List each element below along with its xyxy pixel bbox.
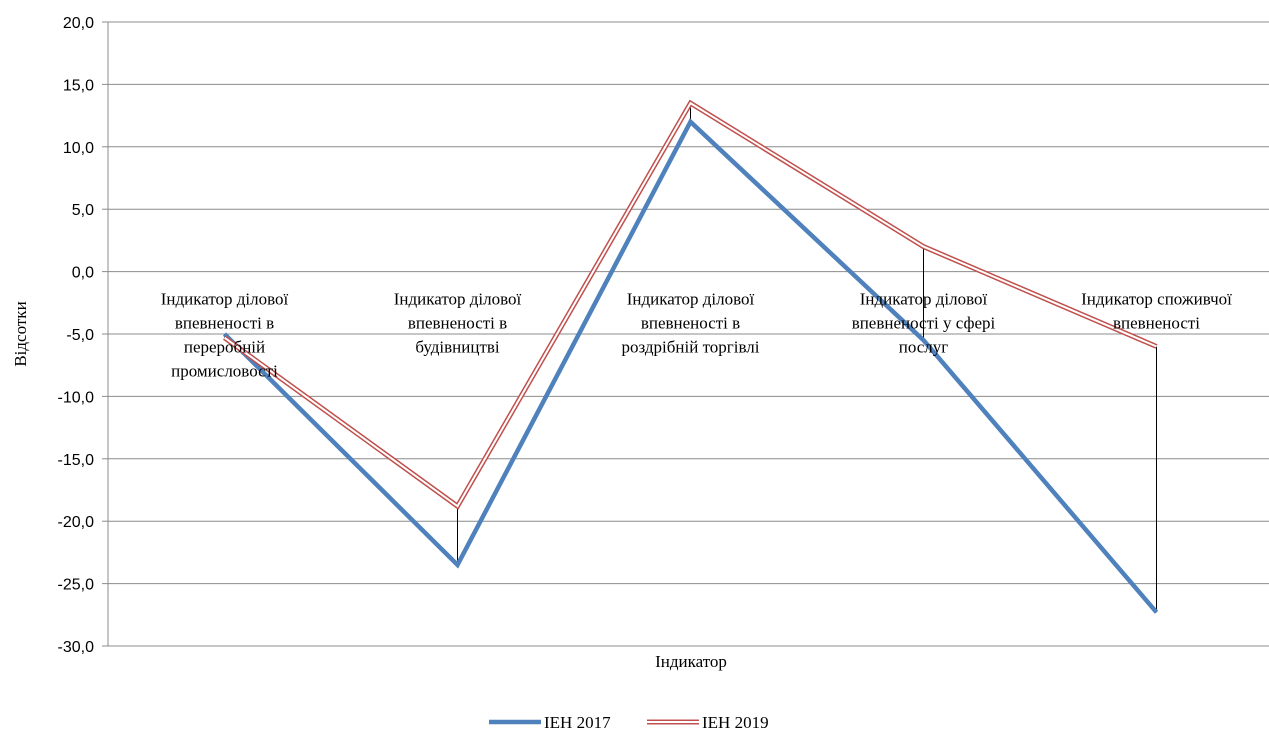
legend: IЕН 2017 IЕН 2019 (489, 713, 769, 732)
high-low-lines (224, 103, 1157, 613)
y-tick-label: -25,0 (58, 577, 95, 594)
y-tick-label: -30,0 (58, 639, 95, 656)
x-axis-title: Індикатор (655, 652, 727, 671)
gridlines (102, 21, 1269, 647)
y-tick-label: 0,0 (72, 265, 94, 282)
y-tick-label: 15,0 (63, 77, 94, 94)
category-labels: Індикатор ділової впевненості в переробній… (161, 290, 1232, 381)
y-tick-label: 10,0 (63, 140, 94, 157)
category-label: Індикатор ділової впевненості в роздрібній… (621, 290, 759, 357)
y-axis-title: Відсотки (11, 301, 30, 366)
series-line-ien-2019-inner (223, 101, 1157, 508)
legend-label: IЕН 2019 (702, 713, 769, 732)
y-tick-label: -15,0 (58, 452, 95, 469)
category-label: Індикатор ділової впевненості в будівництв… (394, 290, 522, 357)
series-lines (222, 99, 1159, 614)
y-tick-labels: 20,0 15,0 10,0 5,0 0,0 -5,0 -10,0 -15,0 -20,0 -25… (58, 15, 95, 656)
category-label: Індикатор ділової впевненості в переробній… (161, 290, 289, 381)
y-tick-label: -10,0 (58, 389, 95, 406)
y-tick-label: -5,0 (66, 327, 94, 344)
category-label: Індикатор споживчої впевненості (1081, 290, 1232, 333)
legend-label: IЕН 2017 (544, 713, 611, 732)
category-label: Індикатор ділової впевненості у сфері посл… (852, 290, 996, 357)
y-tick-label: 5,0 (72, 202, 94, 219)
series-line-ien-2017 (222, 118, 1159, 614)
y-tick-label: 20,0 (63, 15, 94, 32)
y-tick-label: -20,0 (58, 514, 95, 531)
